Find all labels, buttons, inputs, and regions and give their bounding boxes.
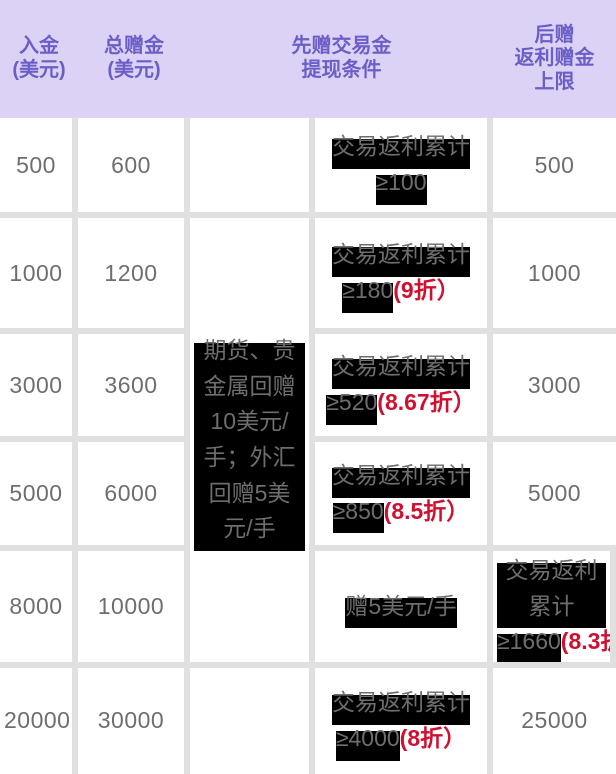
table-row: 500 600 交易返利累计 ≥100 500 <box>0 118 616 218</box>
deposit-value: 20000 <box>4 707 71 739</box>
deposit-value: 5000 <box>9 480 63 512</box>
merged-rebate-note-text: 期货、贵金属回赠10美元/手；外汇回赠5美元/手 <box>194 333 305 551</box>
cell-deposit: 500 <box>0 118 78 218</box>
table-row: 20000 30000 交易返利累计 ≥4000(8折） 25000 <box>0 667 616 774</box>
condition-amount: ≥180 <box>342 273 394 313</box>
cell-withdraw-condition: 交易返利累计 ≥180(9折） <box>315 218 493 334</box>
cell-deposit: 20000 <box>0 667 78 774</box>
deposit-value: 500 <box>16 151 56 183</box>
column-header-total-bonus-line2: (美元) <box>107 59 161 81</box>
column-header-pre-bonus-condition: 先赠交易金 提现条件 <box>190 0 493 118</box>
condition-label: 交易返利累计 <box>332 349 470 389</box>
cell-withdraw-condition: 交易返利累计 ≥100 <box>315 118 493 218</box>
table-row: 5000 6000 交易返利累计 ≥850(8.5折） 5000 <box>0 442 616 551</box>
bonus-cap-value: 3000 <box>527 371 582 403</box>
cell-pre-bonus-note <box>190 667 315 774</box>
cell-bonus-cap: 25000 <box>493 667 616 774</box>
cell-bonus-cap: 5000 <box>493 442 616 551</box>
column-header-total-bonus: 总赠金 (美元) <box>78 0 190 118</box>
condition-discount: (8.67折） <box>377 389 476 415</box>
condition-label: 交易返利累计 <box>332 458 470 498</box>
condition-label: 交易返利累计 <box>332 237 470 277</box>
total-bonus-value: 10000 <box>97 592 165 625</box>
pre-bonus-note-text: 赠5美元/手 <box>345 589 457 629</box>
condition-discount: (8折） <box>399 724 467 751</box>
cell-withdraw-condition: 交易返利累计 ≥4000(8折） <box>315 667 493 774</box>
cell-pre-bonus-note: 赠5美元/手 <box>315 551 493 668</box>
condition-amount: ≥850 <box>332 494 384 533</box>
column-header-cap-line1: 后赠 <box>534 23 575 46</box>
column-header-deposit-line2: (美元) <box>12 59 66 81</box>
bonus-cap-value: 5000 <box>527 480 582 512</box>
deposit-value: 1000 <box>9 259 63 291</box>
condition-amount: ≥1660 <box>497 624 561 662</box>
cell-pre-bonus-note <box>190 118 315 218</box>
bonus-cap-value: 1000 <box>527 259 582 286</box>
header-row: 入金 (美元) 总赠金 (美元) 先赠交易金 提现条件 后赠 返利赠金 上限 <box>0 0 616 118</box>
total-bonus-value: 3600 <box>104 371 158 403</box>
condition-label: 交易返利累计 <box>332 685 470 725</box>
column-header-deposit: 入金 (美元) <box>0 0 78 118</box>
condition-amount: ≥100 <box>375 165 427 205</box>
column-header-cap-line3: 上限 <box>534 70 575 93</box>
total-bonus-value: 6000 <box>104 480 158 512</box>
column-header-cap-line2: 返利赠金 <box>514 47 595 70</box>
column-header-post-bonus-cap: 后赠 返利赠金 上限 <box>493 0 616 118</box>
total-bonus-value: 1200 <box>104 259 158 291</box>
condition-discount: (8.3折） <box>560 628 610 655</box>
deposit-value: 3000 <box>9 371 63 403</box>
cell-bonus-cap: 3000 <box>493 334 616 442</box>
total-bonus-value: 600 <box>111 151 151 183</box>
table-row: 8000 10000 赠5美元/手 交易返利累计 ≥1660(8.3折） 800… <box>0 551 616 668</box>
cell-bonus-cap: 1000 <box>493 218 616 334</box>
table-row: 3000 3600 交易返利累计 ≥520(8.67折） 3000 <box>0 334 616 442</box>
cell-total-bonus: 3600 <box>78 334 190 442</box>
bonus-cap-value: 25000 <box>521 707 589 739</box>
condition-discount: (9折） <box>393 277 460 303</box>
cell-total-bonus: 6000 <box>78 442 190 551</box>
cell-withdraw-condition: 交易返利累计 ≥850(8.5折） <box>315 442 493 551</box>
cell-deposit: 3000 <box>0 334 78 442</box>
cell-bonus-cap: 500 <box>493 118 616 218</box>
deposit-value: 8000 <box>9 592 63 625</box>
cell-total-bonus: 600 <box>78 118 190 218</box>
table-body: 500 600 交易返利累计 ≥100 500 1000 1200 <box>0 118 616 774</box>
condition-amount: ≥520 <box>326 385 378 425</box>
column-header-pre-bonus-line1: 先赠交易金 <box>291 35 392 58</box>
column-header-pre-bonus-line2: 提现条件 <box>301 59 382 81</box>
cell-deposit: 8000 <box>0 551 78 668</box>
bonus-cap-value: 500 <box>534 151 575 183</box>
table-header: 入金 (美元) 总赠金 (美元) 先赠交易金 提现条件 后赠 返利赠金 上限 <box>0 0 616 118</box>
cell-total-bonus: 1200 <box>78 218 190 334</box>
cell-deposit: 1000 <box>0 218 78 334</box>
condition-label: 交易返利累计 <box>497 553 606 629</box>
condition-label: 交易返利累计 <box>332 129 470 169</box>
cell-withdraw-condition: 交易返利累计 ≥520(8.67折） <box>315 334 493 442</box>
cell-total-bonus: 30000 <box>78 667 190 774</box>
column-header-deposit-line1: 入金 <box>19 35 59 58</box>
cell-withdraw-condition: 交易返利累计 ≥1660(8.3折） <box>493 551 616 668</box>
table-row: 1000 1200 期货、贵金属回赠10美元/手；外汇回赠5美元/手 交易返利累… <box>0 218 616 668</box>
total-bonus-value: 30000 <box>97 707 165 739</box>
cell-merged-rebate-note: 期货、贵金属回赠10美元/手；外汇回赠5美元/手 <box>190 218 315 668</box>
column-header-total-bonus-line1: 总赠金 <box>104 35 164 58</box>
condition-discount: (8.5折） <box>383 497 470 524</box>
cell-total-bonus: 10000 <box>78 551 190 668</box>
condition-amount: ≥4000 <box>335 721 400 761</box>
cell-deposit: 5000 <box>0 442 78 551</box>
